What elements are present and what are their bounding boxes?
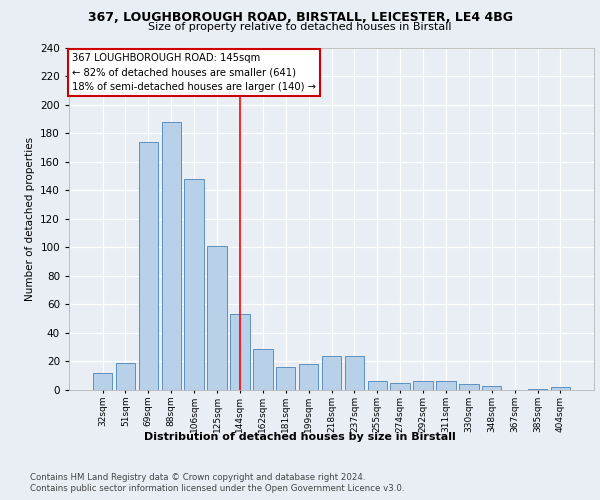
Y-axis label: Number of detached properties: Number of detached properties [25,136,35,301]
Bar [344,356,364,390]
Bar [93,373,112,390]
Bar [368,382,387,390]
Bar [184,179,204,390]
Bar [551,387,570,390]
Bar [276,367,295,390]
Text: Size of property relative to detached houses in Birstall: Size of property relative to detached ho… [148,22,452,32]
Bar [459,384,479,390]
Bar [482,386,502,390]
Bar [436,382,455,390]
Bar [230,314,250,390]
Text: Contains public sector information licensed under the Open Government Licence v3: Contains public sector information licen… [30,484,404,493]
Bar [299,364,319,390]
Bar [116,363,135,390]
Bar [139,142,158,390]
Bar [413,382,433,390]
Text: 367 LOUGHBOROUGH ROAD: 145sqm
← 82% of detached houses are smaller (641)
18% of : 367 LOUGHBOROUGH ROAD: 145sqm ← 82% of d… [71,52,316,92]
Bar [208,246,227,390]
Text: Contains HM Land Registry data © Crown copyright and database right 2024.: Contains HM Land Registry data © Crown c… [30,472,365,482]
Bar [253,348,272,390]
Bar [322,356,341,390]
Text: 367, LOUGHBOROUGH ROAD, BIRSTALL, LEICESTER, LE4 4BG: 367, LOUGHBOROUGH ROAD, BIRSTALL, LEICES… [88,11,512,24]
Text: Distribution of detached houses by size in Birstall: Distribution of detached houses by size … [144,432,456,442]
Bar [528,388,547,390]
Bar [161,122,181,390]
Bar [391,383,410,390]
